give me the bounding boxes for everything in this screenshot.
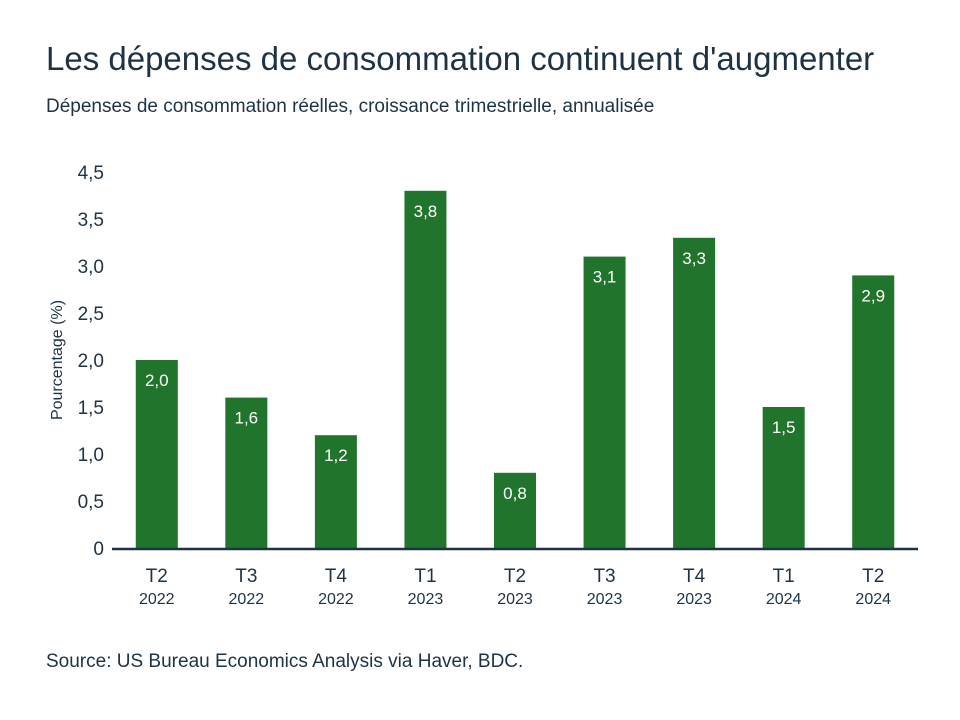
data-label: 1,5 <box>772 418 796 437</box>
y-tick-label: 2,5 <box>78 304 104 325</box>
x-tick-label-quarter: T4 <box>683 566 706 587</box>
x-tick-label-quarter: T3 <box>593 566 615 587</box>
y-tick-label: 4,5 <box>78 163 104 184</box>
chart-title: Les dépenses de consommation continuent … <box>46 40 875 77</box>
data-label: 2,9 <box>861 286 885 305</box>
bar <box>762 407 805 548</box>
y-tick-label: 3,5 <box>78 210 104 231</box>
data-label: 3,8 <box>414 202 438 221</box>
x-tick-label-year: 2023 <box>587 591 623 608</box>
x-tick-label-year: 2024 <box>855 591 891 608</box>
data-label: 2,0 <box>145 371 169 390</box>
y-tick-label: 0,5 <box>78 492 104 513</box>
bar <box>135 360 178 548</box>
x-tick-label-year: 2022 <box>229 591 265 608</box>
bar <box>852 275 895 548</box>
y-tick-label: 0 <box>93 539 104 560</box>
data-label: 3,3 <box>682 249 706 268</box>
y-tick-label: 1,0 <box>78 445 104 466</box>
x-tick-label-quarter: T4 <box>325 566 348 587</box>
source-note: Source: US Bureau Economics Analysis via… <box>46 651 524 672</box>
x-tick-label-year: 2023 <box>408 591 444 608</box>
x-tick-label-quarter: T2 <box>862 566 884 587</box>
x-tick-label-year: 2024 <box>766 591 802 608</box>
x-tick-label-quarter: T2 <box>504 566 526 587</box>
data-label: 1,2 <box>324 446 348 465</box>
bar <box>225 397 268 548</box>
data-label: 1,6 <box>235 409 259 428</box>
x-tick-label-quarter: T1 <box>414 566 436 587</box>
data-label: 3,1 <box>593 268 617 287</box>
bar <box>404 190 447 549</box>
x-tick-label-quarter: T3 <box>235 566 257 587</box>
chart-subtitle: Dépenses de consommation réelles, croiss… <box>46 96 655 117</box>
x-tick-label-year: 2023 <box>676 591 712 608</box>
x-tick-label-year: 2022 <box>318 591 354 608</box>
y-axis-label: Pourcentage (%) <box>49 300 66 420</box>
bar <box>494 472 536 548</box>
bar <box>583 256 626 548</box>
y-tick-label: 1,5 <box>78 398 104 419</box>
x-tick-label-quarter: T2 <box>146 566 168 587</box>
bar <box>314 435 357 548</box>
x-tick-label-year: 2022 <box>139 591 175 608</box>
x-tick-label-quarter: T1 <box>773 566 795 587</box>
x-tick-label-year: 2023 <box>497 591 533 608</box>
data-label: 0,8 <box>503 484 527 503</box>
y-tick-label: 2,0 <box>78 351 104 372</box>
y-tick-label: 3,0 <box>78 257 104 278</box>
bar <box>673 237 716 549</box>
